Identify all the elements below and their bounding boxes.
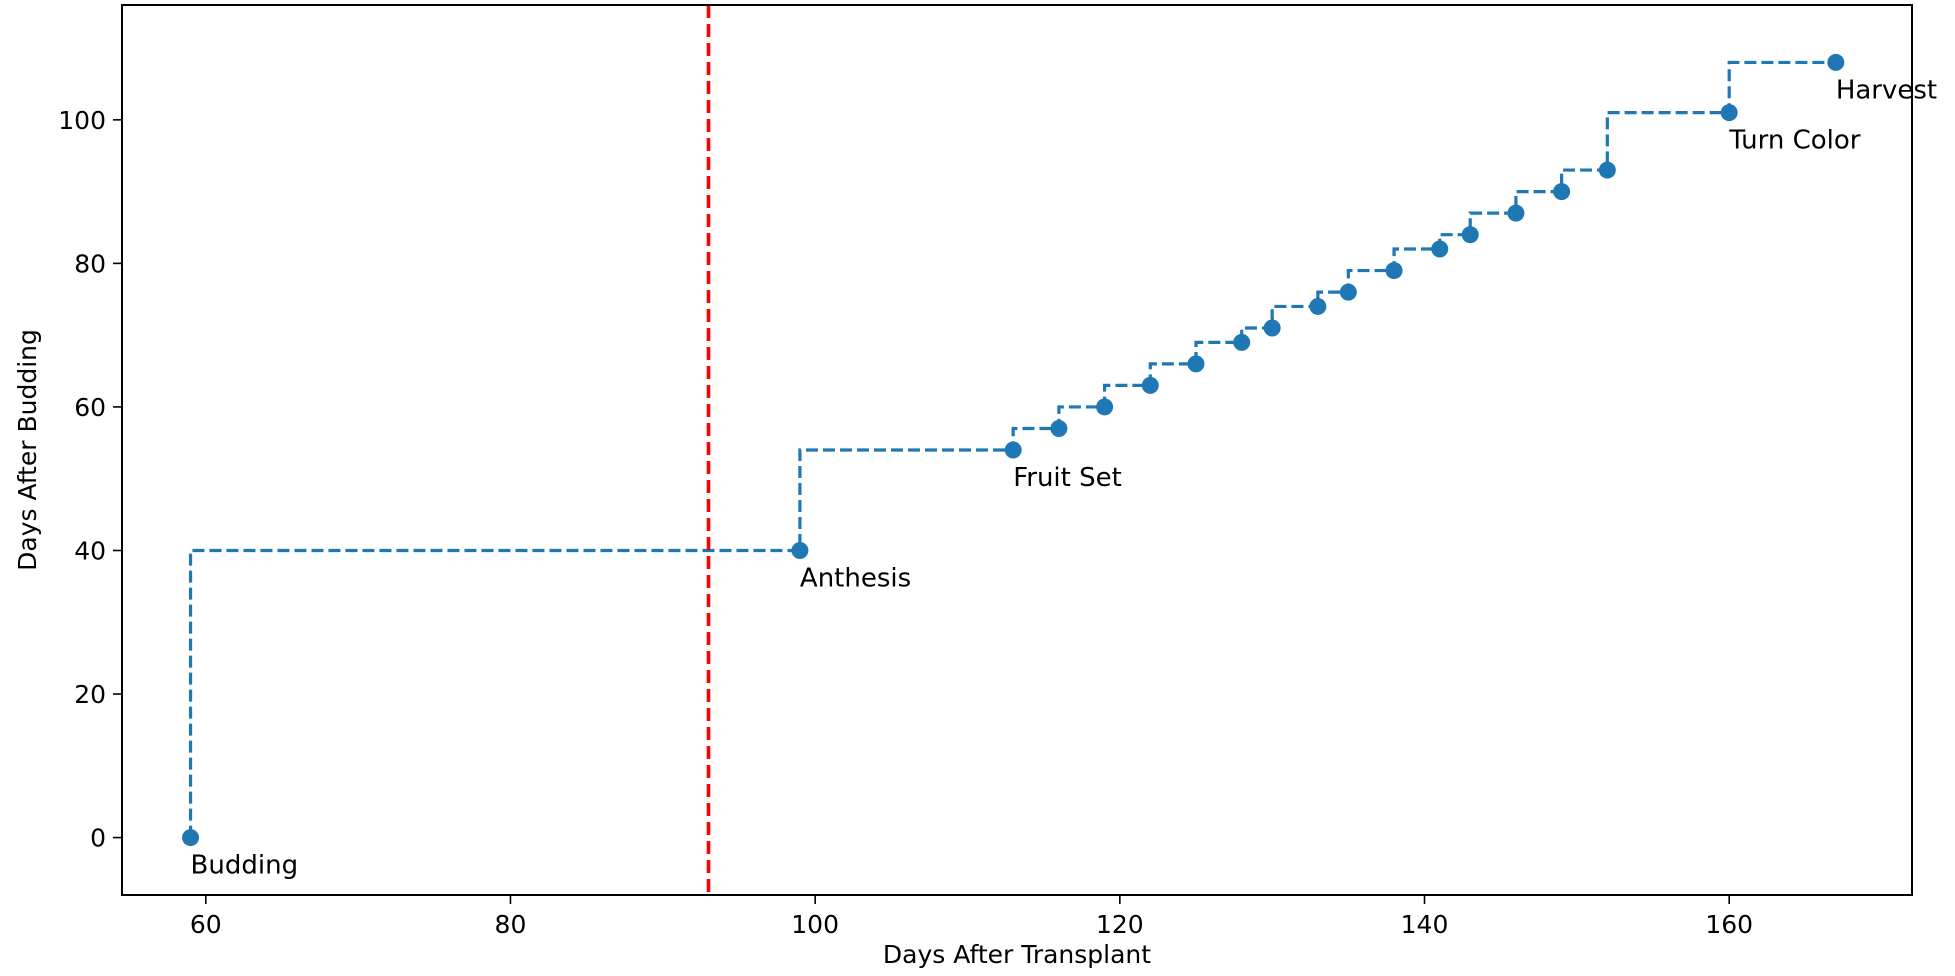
annotations-layer: Budding Anthesis Fruit Set Turn Color Harves… <box>191 75 1938 880</box>
y-tick-label: 20 <box>74 680 106 709</box>
data-point <box>182 829 200 847</box>
axis-ticks-layer: 60 80 100 120 140 160 0 20 40 60 80 100 <box>58 106 1753 939</box>
data-point <box>1233 333 1251 351</box>
x-tick-label: 140 <box>1401 910 1449 939</box>
data-point <box>1720 104 1738 122</box>
data-point <box>1263 319 1281 337</box>
data-point <box>1004 441 1022 459</box>
data-point <box>1141 376 1159 394</box>
y-tick-label: 60 <box>74 393 106 422</box>
data-point <box>1385 262 1403 280</box>
x-tick-label: 80 <box>495 910 527 939</box>
annotation-label: Anthesis <box>800 563 911 593</box>
annotation-label: Budding <box>191 851 299 881</box>
x-tick-label: 60 <box>190 910 222 939</box>
data-point <box>1309 297 1327 315</box>
annotation-label: Harvest <box>1836 75 1937 105</box>
data-point <box>1431 240 1449 258</box>
x-axis-title: Days After Transplant <box>883 940 1151 969</box>
data-point <box>791 541 809 559</box>
data-point <box>1553 183 1571 201</box>
data-point <box>1827 53 1845 71</box>
y-tick-label: 0 <box>90 824 106 853</box>
x-tick-label: 100 <box>791 910 839 939</box>
series-layer <box>182 53 1845 847</box>
data-point <box>1461 226 1479 244</box>
annotation-label: Fruit Set <box>1013 463 1122 493</box>
plot-frame <box>121 4 1913 896</box>
x-tick-label: 160 <box>1705 910 1753 939</box>
x-tick-label: 120 <box>1096 910 1144 939</box>
data-point <box>1598 161 1616 179</box>
y-tick-label: 80 <box>74 249 106 278</box>
data-point <box>1050 419 1068 437</box>
data-point <box>1507 204 1525 222</box>
y-tick-label: 100 <box>58 106 106 135</box>
y-axis-title: Days After Budding <box>13 329 42 571</box>
annotation-label: Turn Color <box>1728 126 1861 156</box>
y-tick-label: 40 <box>74 536 106 565</box>
data-point <box>1339 283 1357 301</box>
data-point <box>1096 398 1114 416</box>
data-point <box>1187 355 1205 373</box>
